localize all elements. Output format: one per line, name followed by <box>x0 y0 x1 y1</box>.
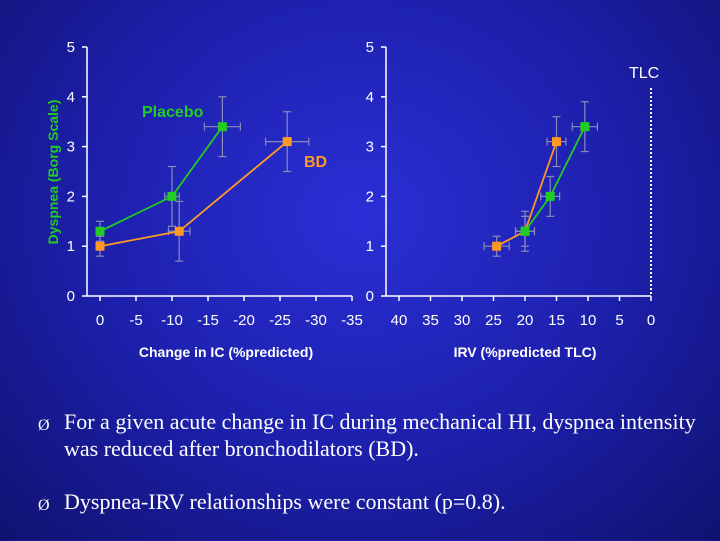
x-tick-label: 0 <box>96 312 104 329</box>
placebo-series-line <box>99 126 224 233</box>
x-axis-label: IRV (%predicted TLC) <box>454 344 597 360</box>
placebo-data-point <box>217 122 227 132</box>
placebo-data-point <box>545 191 555 201</box>
placebo-data-point <box>167 191 177 201</box>
x-tick-label: -35 <box>341 312 363 329</box>
bd-data-point <box>282 137 292 147</box>
x-tick-label: 20 <box>517 312 534 329</box>
y-tick-label: 5 <box>366 39 374 56</box>
y-tick-label: 3 <box>67 139 75 156</box>
x-tick-label: 35 <box>422 312 439 329</box>
charts-area: 0 1 2 3 4 5 0 -5 -10 -15 -20 -25 -30 -35 Change in IC … <box>45 39 659 360</box>
x-tick-label: -30 <box>305 312 327 329</box>
y-tick-label: 4 <box>67 89 75 106</box>
x-tick-label: 25 <box>485 312 502 329</box>
bd-data-point <box>174 226 184 236</box>
bullet-item: Ø Dyspnea-IRV relationships were constan… <box>38 488 698 515</box>
placebo-data-point <box>580 122 590 132</box>
chart-annotation-tlc: TLC <box>629 65 659 82</box>
x-tick-label: 15 <box>548 312 565 329</box>
bullet-item: Ø For a given acute change in IC during … <box>38 408 698 462</box>
bd-data-point <box>552 137 561 147</box>
y-tick-label: 1 <box>67 238 75 255</box>
y-tick-label: 4 <box>366 89 374 106</box>
placebo-data-point <box>520 226 530 236</box>
x-tick-label: 30 <box>454 312 471 329</box>
bullet-text: For a given acute change in IC during me… <box>64 409 696 461</box>
x-tick-label: -15 <box>197 312 219 329</box>
bd-data-point <box>95 241 105 251</box>
y-tick-label: 0 <box>366 288 374 305</box>
bullet-text: Dyspnea-IRV relationships were constant … <box>64 489 506 514</box>
y-tick-label: 3 <box>366 139 374 156</box>
chart-annotation-placebo: Placebo <box>142 104 204 121</box>
bd-series-line <box>99 140 288 248</box>
x-tick-label: -10 <box>161 312 183 329</box>
y-tick-label: 1 <box>366 238 374 255</box>
bullet-arrow-icon: Ø <box>38 417 50 434</box>
x-tick-label: 10 <box>580 312 597 329</box>
x-tick-label: 0 <box>647 312 655 329</box>
bd-data-point <box>492 241 502 251</box>
x-tick-label: -25 <box>269 312 291 329</box>
x-tick-label: -5 <box>129 312 142 329</box>
y-tick-label: 0 <box>67 288 75 305</box>
y-axis-label: Dyspnea (Borg Scale) <box>45 100 61 245</box>
chart-annotation-bd: BD <box>304 154 327 171</box>
y-tick-label: 2 <box>67 188 75 205</box>
x-tick-label: -20 <box>233 312 255 329</box>
y-tick-label: 2 <box>366 188 374 205</box>
x-tick-label: 40 <box>391 312 408 329</box>
placebo-data-point <box>95 226 105 236</box>
bullet-arrow-icon: Ø <box>38 497 50 514</box>
x-tick-label: 5 <box>615 312 623 329</box>
bullet-list: Ø For a given acute change in IC during … <box>38 408 698 541</box>
x-axis-label: Change in IC (%predicted) <box>139 344 313 360</box>
y-tick-label: 5 <box>67 39 75 56</box>
